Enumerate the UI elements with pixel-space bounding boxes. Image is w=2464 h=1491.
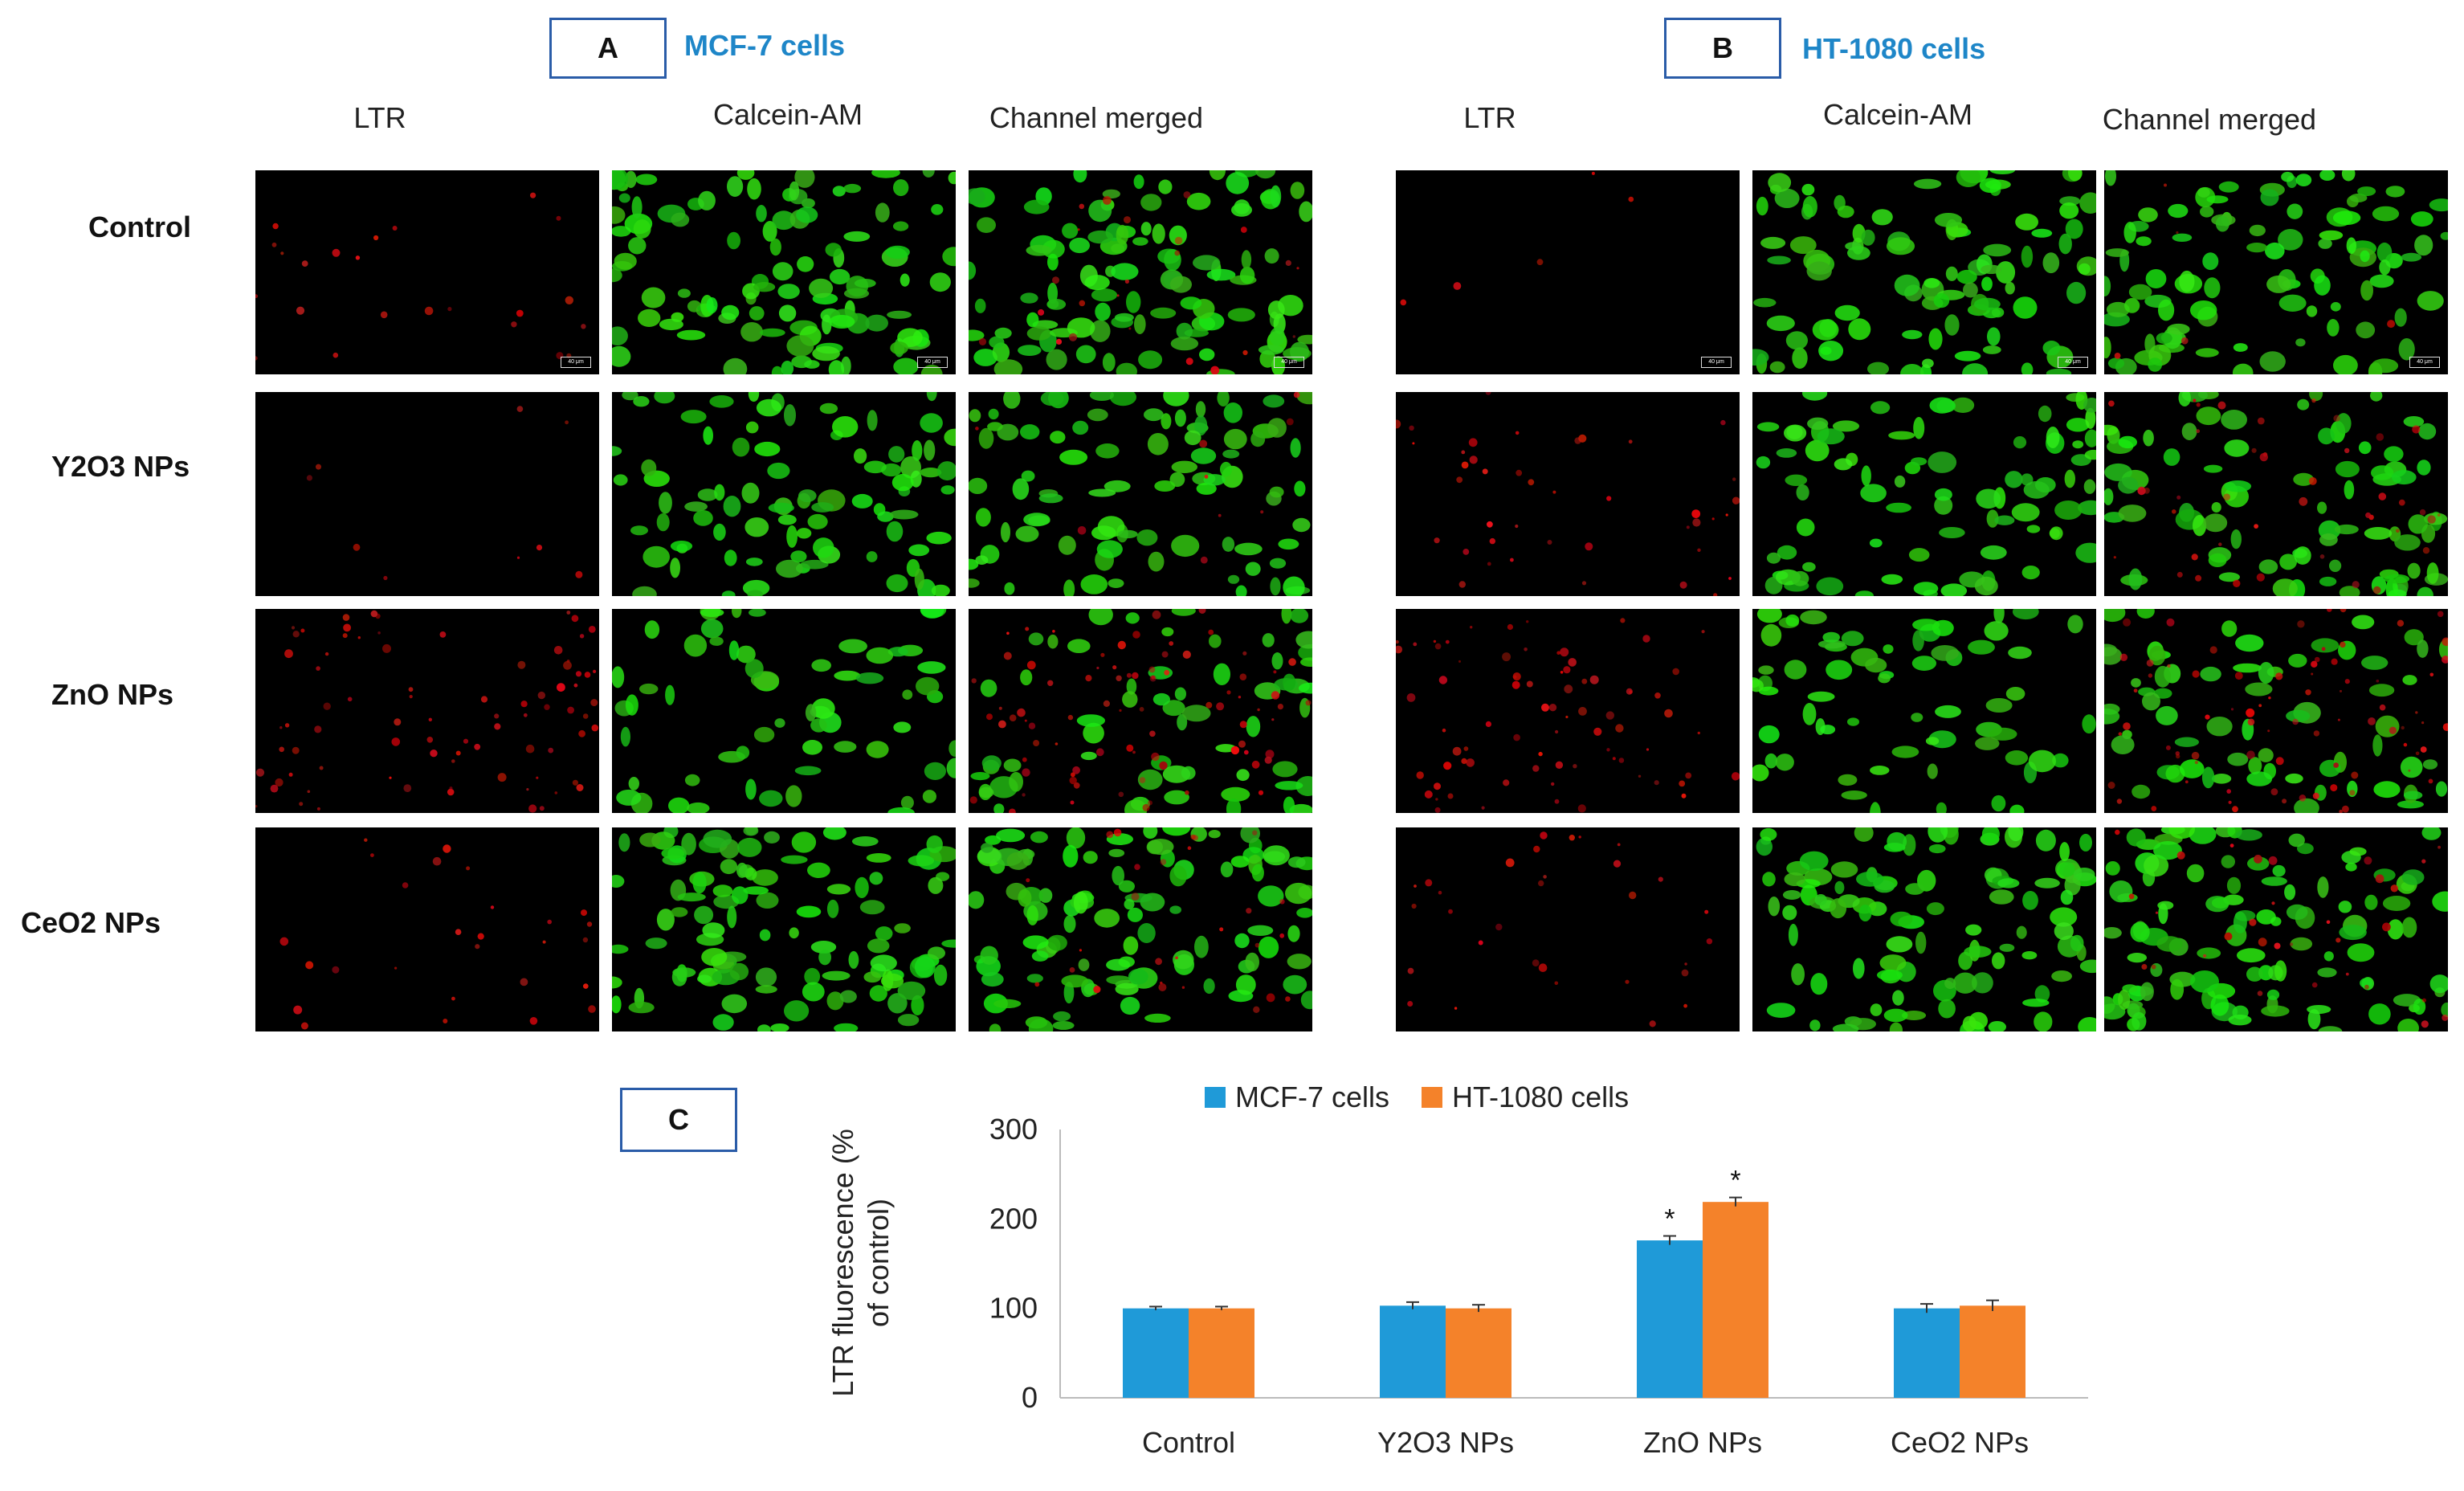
row-header-y2o3: Y2O3 NPs — [51, 450, 190, 483]
x-tick-label: Y2O3 NPs — [1377, 1426, 1514, 1459]
micrograph-ht1080-ceo2-nps-channel-merged — [2104, 827, 2448, 1031]
col-header-a-calcein: Calcein-AM — [712, 98, 863, 131]
bar-ht-1080-cells-y2o3-nps — [1446, 1308, 1511, 1398]
micrograph-ht1080-control-ltr: 40 μm — [1396, 170, 1740, 374]
x-tick-label: CeO2 NPs — [1891, 1426, 2029, 1459]
micrograph-mcf7-zno-nps-ltr — [255, 609, 599, 813]
bar-ht-1080-cells-ceo2-nps — [1960, 1305, 2025, 1398]
bar-ht-1080-cells-control — [1189, 1308, 1254, 1398]
col-header-a-merged: Channel merged — [989, 101, 1204, 134]
scale-bar: 40 μm — [2058, 357, 2088, 368]
micrograph-mcf7-y2o3-nps-ltr — [255, 392, 599, 596]
micrograph-ht1080-control-channel-merged: 40 μm — [2104, 170, 2448, 374]
legend-swatch-mcf7 — [1205, 1087, 1226, 1108]
y-tick-label: 0 — [1022, 1381, 1038, 1414]
scale-bar: 40 μm — [2409, 357, 2440, 368]
legend-label-ht1080: HT-1080 cells — [1452, 1080, 1630, 1113]
legend-item-mcf7: MCF-7 cells — [1205, 1080, 1389, 1114]
x-tick-label: Control — [1142, 1426, 1235, 1459]
micrograph-ht1080-y2o3-nps-calcein-am — [1752, 392, 2096, 596]
micrograph-mcf7-y2o3-nps-channel-merged — [969, 392, 1312, 596]
y-axis-label: LTR fluorescence (%of control) — [826, 1129, 895, 1396]
micrograph-mcf7-control-channel-merged: 40 μm — [969, 170, 1312, 374]
micrograph-ht1080-ceo2-nps-calcein-am — [1752, 827, 2096, 1031]
col-header-a-ltr: LTR — [353, 101, 406, 134]
micrograph-ht1080-y2o3-nps-ltr — [1396, 392, 1740, 596]
panel-c-label-box: C — [620, 1088, 737, 1152]
micrograph-mcf7-zno-nps-calcein-am — [612, 609, 956, 813]
micrograph-mcf7-ceo2-nps-calcein-am — [612, 827, 956, 1031]
panel-b-title: HT-1080 cells — [1802, 32, 1986, 65]
panel-b-label-box: B — [1664, 18, 1781, 79]
panel-a-label-box: A — [549, 18, 667, 79]
micrograph-ht1080-y2o3-nps-channel-merged — [2104, 392, 2448, 596]
micrograph-ht1080-zno-nps-ltr — [1396, 609, 1740, 813]
micrograph-mcf7-ceo2-nps-channel-merged — [969, 827, 1312, 1031]
micrograph-mcf7-zno-nps-channel-merged — [969, 609, 1312, 813]
col-header-b-merged: Channel merged — [2102, 103, 2317, 136]
row-header-zno: ZnO NPs — [51, 678, 174, 711]
chart-legend: MCF-7 cells HT-1080 cells — [1205, 1080, 1661, 1114]
col-header-b-calcein: Calcein-AM — [1822, 98, 1973, 131]
legend-swatch-ht1080 — [1422, 1087, 1443, 1108]
row-header-ceo2: CeO2 NPs — [21, 906, 161, 939]
y-tick-label: 100 — [989, 1292, 1038, 1325]
micrograph-ht1080-zno-nps-channel-merged — [2104, 609, 2448, 813]
micrograph-ht1080-zno-nps-calcein-am — [1752, 609, 2096, 813]
micrograph-ht1080-control-calcein-am: 40 μm — [1752, 170, 2096, 374]
micrograph-mcf7-control-calcein-am: 40 μm — [612, 170, 956, 374]
legend-item-ht1080: HT-1080 cells — [1422, 1080, 1629, 1114]
row-header-control: Control — [88, 210, 191, 243]
scale-bar: 40 μm — [1701, 357, 1732, 368]
micrograph-mcf7-ceo2-nps-ltr — [255, 827, 599, 1031]
legend-label-mcf7: MCF-7 cells — [1235, 1080, 1390, 1113]
bar-ht-1080-cells-zno-nps — [1703, 1202, 1768, 1398]
x-tick-label: ZnO NPs — [1643, 1426, 1762, 1459]
col-header-b-ltr: LTR — [1463, 101, 1516, 134]
significance-marker: * — [1664, 1203, 1675, 1234]
bar-mcf-7-cells-control — [1123, 1308, 1189, 1398]
y-tick-label: 200 — [989, 1202, 1038, 1235]
micrograph-mcf7-y2o3-nps-calcein-am — [612, 392, 956, 596]
panel-a-title: MCF-7 cells — [684, 29, 846, 62]
scale-bar: 40 μm — [917, 357, 948, 368]
bar-mcf-7-cells-y2o3-nps — [1380, 1305, 1446, 1398]
bar-mcf-7-cells-zno-nps — [1637, 1240, 1703, 1398]
scale-bar: 40 μm — [561, 357, 591, 368]
y-tick-label: 300 — [989, 1113, 1038, 1146]
micrograph-ht1080-ceo2-nps-ltr — [1396, 827, 1740, 1031]
scale-bar: 40 μm — [1274, 357, 1304, 368]
micrograph-mcf7-control-ltr: 40 μm — [255, 170, 599, 374]
bar-mcf-7-cells-ceo2-nps — [1894, 1308, 1960, 1398]
significance-marker: * — [1730, 1166, 1740, 1196]
